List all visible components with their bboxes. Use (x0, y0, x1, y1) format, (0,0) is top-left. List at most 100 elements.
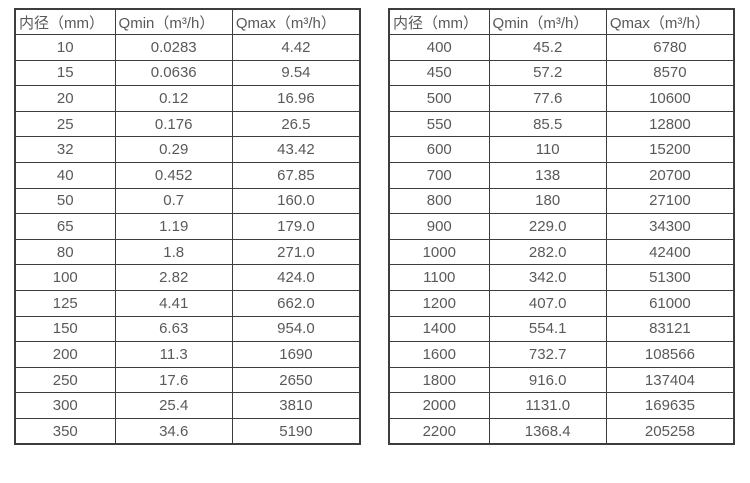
table-row: 500 77.6 10600 (388, 85, 735, 112)
table-cell: 407.0 (488, 290, 607, 317)
table-cell: 160.0 (231, 187, 361, 215)
table-cell: 45.2 (488, 34, 607, 61)
table-cell: 1.19 (114, 213, 233, 240)
table-cell: 26.5 (231, 110, 361, 138)
table-cell: 900 (388, 213, 490, 240)
table-cell: 50 (14, 187, 116, 215)
column-header: Qmax（m³/h） (231, 8, 361, 36)
table-cell: 424.0 (231, 264, 361, 292)
table-cell: 550 (388, 110, 490, 138)
table-body: 400 45.2 6780 450 57.2 8570 500 77.6 10600 550 85.… (388, 34, 735, 445)
table-cell: 34300 (605, 213, 735, 240)
table-cell: 34.6 (114, 418, 233, 445)
table-cell: 6780 (605, 34, 735, 61)
table-cell: 85.5 (488, 110, 607, 138)
table-cell: 1100 (388, 264, 490, 292)
table-cell: 5190 (231, 418, 361, 445)
table-cell: 500 (388, 85, 490, 112)
table-cell: 179.0 (231, 213, 361, 240)
table-cell: 67.85 (231, 162, 361, 189)
table-cell: 27100 (605, 187, 735, 215)
table-row: 400 45.2 6780 (388, 34, 735, 61)
table-cell: 57.2 (488, 59, 607, 87)
flow-spec-table-small-diameters: 内径（mm） Qmin（m³/h） Qmax（m³/h） 10 0.0283 4.42 1… (14, 8, 361, 446)
table-cell: 6.63 (114, 315, 233, 343)
table-cell: 1690 (231, 341, 361, 368)
table-cell: 400 (388, 34, 490, 61)
table-cell: 138 (488, 162, 607, 189)
table-cell: 554.1 (488, 315, 607, 343)
table-cell: 3810 (231, 392, 361, 419)
column-header: 内径（mm） (388, 8, 490, 36)
table-row: 1000 282.0 42400 (388, 238, 735, 266)
table-cell: 10600 (605, 85, 735, 112)
table-row: 300 25.4 3810 (14, 392, 361, 419)
table-cell: 40 (14, 162, 116, 189)
table-cell: 137404 (605, 366, 735, 394)
table-cell: 16.96 (231, 85, 361, 112)
table-cell: 150 (14, 315, 116, 343)
table-row: 2200 1368.4 205258 (388, 418, 735, 445)
table-cell: 0.7 (114, 187, 233, 215)
table-cell: 100 (14, 264, 116, 292)
table-cell: 8570 (605, 59, 735, 87)
table-cell: 450 (388, 59, 490, 87)
table-cell: 229.0 (488, 213, 607, 240)
table-header-row: 内径（mm） Qmin（m³/h） Qmax（m³/h） (14, 8, 361, 36)
table-body: 10 0.0283 4.42 15 0.0636 9.54 20 0.12 16.96 25 0.1… (14, 34, 361, 445)
table-cell: 42400 (605, 238, 735, 266)
table-row: 25 0.176 26.5 (14, 110, 361, 138)
table-row: 700 138 20700 (388, 162, 735, 189)
table-row: 250 17.6 2650 (14, 366, 361, 394)
table-cell: 80 (14, 238, 116, 266)
table-cell: 20 (14, 85, 116, 112)
table-cell: 83121 (605, 315, 735, 343)
table-cell: 25.4 (114, 392, 233, 419)
table-cell: 1.8 (114, 238, 233, 266)
table-cell: 25 (14, 110, 116, 138)
table-cell: 15 (14, 59, 116, 87)
table-row: 80 1.8 271.0 (14, 238, 361, 266)
table-row: 1400 554.1 83121 (388, 315, 735, 343)
table-cell: 2200 (388, 418, 490, 445)
table-row: 1200 407.0 61000 (388, 290, 735, 317)
table-cell: 43.42 (231, 136, 361, 164)
table-cell: 1131.0 (488, 392, 607, 419)
table-row: 2000 1131.0 169635 (388, 392, 735, 419)
table-row: 450 57.2 8570 (388, 59, 735, 87)
flow-spec-tables-container: 内径（mm） Qmin（m³/h） Qmax（m³/h） 10 0.0283 4.42 1… (14, 8, 735, 446)
table-cell: 2.82 (114, 264, 233, 292)
table-cell: 342.0 (488, 264, 607, 292)
table-row: 50 0.7 160.0 (14, 187, 361, 215)
table-cell: 1000 (388, 238, 490, 266)
table-row: 150 6.63 954.0 (14, 315, 361, 343)
table-cell: 51300 (605, 264, 735, 292)
table-cell: 205258 (605, 418, 735, 445)
table-cell: 2650 (231, 366, 361, 394)
table-row: 100 2.82 424.0 (14, 264, 361, 292)
table-cell: 662.0 (231, 290, 361, 317)
table-row: 125 4.41 662.0 (14, 290, 361, 317)
table-cell: 1200 (388, 290, 490, 317)
table-cell: 17.6 (114, 366, 233, 394)
table-cell: 20700 (605, 162, 735, 189)
header-row: 内径（mm） Qmin（m³/h） Qmax（m³/h） (14, 8, 361, 36)
table-row: 900 229.0 34300 (388, 213, 735, 240)
table-cell: 9.54 (231, 59, 361, 87)
table-row: 350 34.6 5190 (14, 418, 361, 445)
table-cell: 600 (388, 136, 490, 164)
table-header-row: 内径（mm） Qmin（m³/h） Qmax（m³/h） (388, 8, 735, 36)
table-row: 800 180 27100 (388, 187, 735, 215)
table-cell: 0.0636 (114, 59, 233, 87)
column-header: Qmin（m³/h） (488, 8, 607, 36)
table-row: 1600 732.7 108566 (388, 341, 735, 368)
table-cell: 1400 (388, 315, 490, 343)
column-header: Qmax（m³/h） (605, 8, 735, 36)
table-cell: 11.3 (114, 341, 233, 368)
column-header: 内径（mm） (14, 8, 116, 36)
table-cell: 0.12 (114, 85, 233, 112)
table-cell: 250 (14, 366, 116, 394)
table-cell: 2000 (388, 392, 490, 419)
table-cell: 916.0 (488, 366, 607, 394)
table-cell: 732.7 (488, 341, 607, 368)
